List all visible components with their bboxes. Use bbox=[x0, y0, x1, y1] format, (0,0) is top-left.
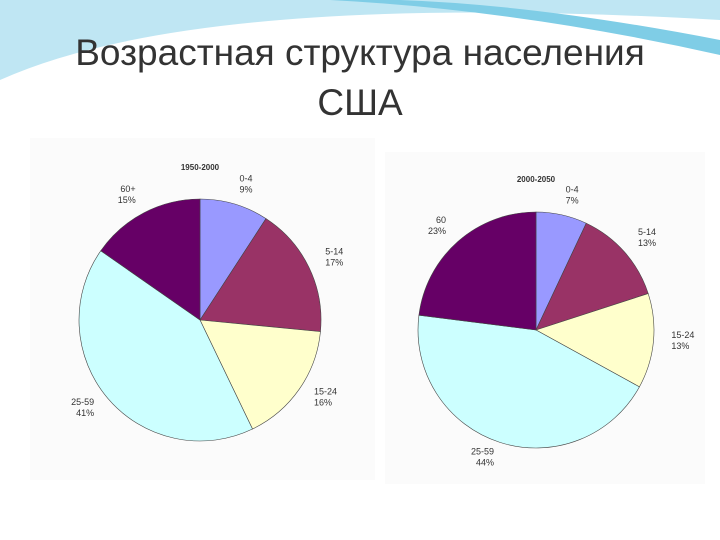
pie-slice bbox=[535, 293, 655, 388]
slice-label: 60+ bbox=[120, 184, 135, 194]
value-label: 13% bbox=[671, 341, 689, 351]
pie-slice bbox=[100, 198, 201, 321]
value-label: 23% bbox=[428, 226, 446, 236]
pie-slice bbox=[418, 211, 537, 331]
chart-title: 1950-2000 bbox=[181, 163, 220, 172]
slice-label: 15-24 bbox=[314, 387, 337, 397]
decoration bbox=[0, 0, 720, 80]
value-label: 16% bbox=[314, 398, 332, 408]
decoration bbox=[330, 0, 720, 55]
value-label: 41% bbox=[76, 408, 94, 418]
value-label: 7% bbox=[566, 195, 579, 205]
value-label: 15% bbox=[118, 195, 136, 205]
slice-label: 25-59 bbox=[71, 397, 94, 407]
slice-label: 5-14 bbox=[638, 227, 656, 237]
pie-slice bbox=[78, 250, 253, 442]
value-label: 13% bbox=[638, 238, 656, 248]
slice-label: 15-24 bbox=[671, 330, 694, 340]
pie-slice bbox=[199, 319, 321, 430]
value-label: 17% bbox=[325, 258, 343, 268]
slice-label: 0-4 bbox=[240, 174, 253, 184]
pie-slice bbox=[417, 314, 640, 449]
slice-label: 0-4 bbox=[566, 184, 579, 194]
value-label: 9% bbox=[240, 185, 253, 195]
slice-label: 5-14 bbox=[325, 247, 343, 257]
chart-title: 2000-2050 bbox=[517, 175, 556, 184]
value-label: 44% bbox=[476, 457, 494, 467]
slice-label: 60 bbox=[436, 215, 446, 225]
pie-slice bbox=[535, 222, 649, 331]
pie-slice bbox=[199, 218, 322, 332]
slide-title: Возрастная структура населения США bbox=[75, 32, 645, 123]
slice-label: 25-59 bbox=[471, 446, 494, 456]
